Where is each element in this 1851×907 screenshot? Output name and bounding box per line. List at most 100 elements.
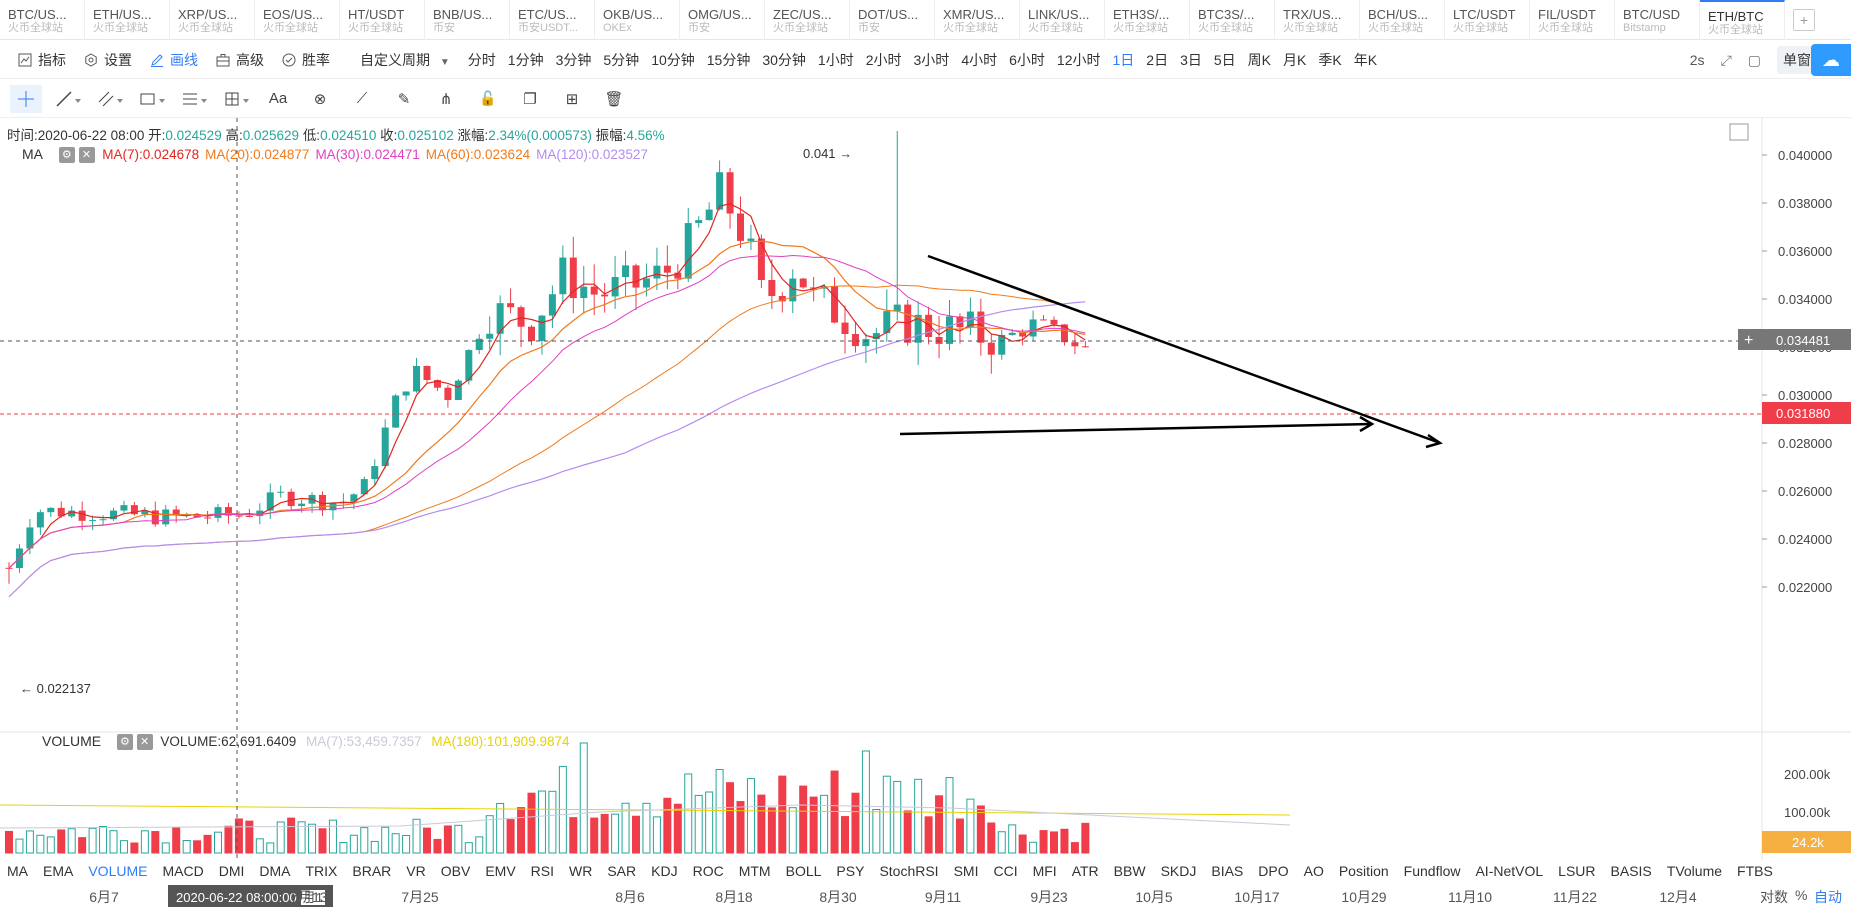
vol-settings-icon[interactable]: ⚙: [116, 734, 133, 751]
symbol-tab[interactable]: OKB/US... OKEx: [595, 0, 680, 40]
brush-tool[interactable]: ✎: [388, 85, 420, 113]
symbol-tab[interactable]: ETH/BTC 火币全球站: [1700, 0, 1785, 40]
period-option[interactable]: 5日: [1213, 51, 1236, 68]
symbol-tab[interactable]: BNB/US... 币安: [425, 0, 510, 40]
symbol-tab[interactable]: BTC/US... 火币全球站: [0, 0, 85, 40]
period-option[interactable]: 12小时: [1056, 51, 1101, 68]
refresh-interval[interactable]: 2s: [1689, 52, 1705, 68]
period-option[interactable]: 2日: [1146, 51, 1169, 68]
window-icon[interactable]: ▢: [1747, 51, 1761, 68]
symbol-tab[interactable]: OMG/US... 币安: [680, 0, 765, 40]
indicator-tab[interactable]: Position: [1338, 863, 1389, 879]
trend-line-tool[interactable]: [52, 85, 84, 113]
indicator-button[interactable]: 指标: [0, 50, 74, 70]
indicator-tab[interactable]: ROC: [692, 863, 724, 879]
indicator-tab[interactable]: MFI: [1032, 863, 1057, 879]
symbol-tab[interactable]: LTC/USDT 火币全球站: [1445, 0, 1530, 40]
indicator-tab[interactable]: BASIS: [1610, 863, 1652, 879]
period-option[interactable]: 15分钟: [706, 51, 751, 68]
indicator-tab[interactable]: MACD: [162, 863, 204, 879]
period-option[interactable]: 1分钟: [507, 51, 544, 68]
indicator-tab[interactable]: StochRSI: [879, 863, 939, 879]
indicator-tab[interactable]: SMI: [953, 863, 979, 879]
indicator-tab[interactable]: BOLL: [785, 863, 822, 879]
indicator-tab[interactable]: AI-NetVOL: [1475, 863, 1544, 879]
symbol-tab[interactable]: ETH/US... 火币全球站: [85, 0, 170, 40]
period-option[interactable]: 季K: [1318, 51, 1342, 68]
indicator-tab[interactable]: TVolume: [1666, 863, 1723, 879]
indicator-tab[interactable]: BRAR: [352, 863, 392, 879]
period-option[interactable]: 2小时: [865, 51, 902, 68]
indicator-tab[interactable]: LSUR: [1558, 863, 1596, 879]
symbol-tab[interactable]: ETC/US... 币安USDT...: [510, 0, 595, 40]
ruler-tool[interactable]: ⟋: [346, 85, 378, 113]
indicator-tab[interactable]: ATR: [1071, 863, 1099, 879]
indicator-tab[interactable]: EMA: [43, 863, 74, 879]
period-option[interactable]: 3日: [1180, 51, 1202, 68]
ma-settings-icon[interactable]: ⚙: [58, 147, 75, 164]
period-option[interactable]: 分时: [467, 51, 496, 68]
symbol-tab[interactable]: ZEC/US... 火币全球站: [765, 0, 850, 40]
indicator-tab[interactable]: DPO: [1258, 863, 1289, 879]
symbol-tab[interactable]: BCH/US... 火币全球站: [1360, 0, 1445, 40]
measure-tool[interactable]: [220, 85, 252, 113]
text-tool[interactable]: Aa: [262, 85, 294, 113]
period-option[interactable]: 10分钟: [651, 51, 695, 68]
symbol-tab[interactable]: FIL/USDT 火币全球站: [1530, 0, 1615, 40]
indicator-tab[interactable]: Fundflow: [1403, 863, 1461, 879]
indicator-tab[interactable]: BBW: [1113, 863, 1146, 879]
indicator-tab[interactable]: KDJ: [651, 863, 678, 879]
period-option[interactable]: 3小时: [913, 51, 950, 68]
fib-tool[interactable]: [178, 85, 210, 113]
period-option[interactable]: 1小时: [817, 51, 854, 68]
period-option[interactable]: 月K: [1283, 51, 1307, 68]
advanced-button[interactable]: 高级: [206, 50, 272, 70]
indicator-tab[interactable]: SKDJ: [1160, 863, 1197, 879]
symbol-tab[interactable]: DOT/US... 币安: [850, 0, 935, 40]
custom-period-dropdown[interactable]: 自定义周期 ▼: [338, 50, 454, 70]
indicator-tab[interactable]: BIAS: [1211, 863, 1244, 879]
auto-scale-button[interactable]: 自动: [1814, 889, 1842, 905]
symbol-tab[interactable]: ETH3S/... 火币全球站: [1105, 0, 1190, 40]
fullscreen-icon[interactable]: ⤢: [1720, 51, 1732, 68]
channel-tool[interactable]: [94, 85, 126, 113]
period-option[interactable]: 6小时: [1009, 51, 1045, 68]
percent-scale-button[interactable]: %: [1795, 887, 1808, 903]
indicator-tab[interactable]: WR: [569, 863, 593, 879]
symbol-tab[interactable]: HT/USDT 火币全球站: [340, 0, 425, 40]
period-option[interactable]: 1日: [1112, 51, 1135, 68]
vol-close-icon[interactable]: ✕: [136, 734, 153, 751]
add-tab-button[interactable]: +: [1793, 9, 1815, 31]
indicator-tab[interactable]: CCI: [993, 863, 1018, 879]
period-option[interactable]: 4小时: [961, 51, 998, 68]
indicator-tab[interactable]: AO: [1303, 863, 1324, 879]
symbol-tab[interactable]: BTC3S/... 火币全球站: [1190, 0, 1275, 40]
indicator-tab[interactable]: TRIX: [305, 863, 338, 879]
cloud-icon[interactable]: ☁: [1811, 44, 1851, 76]
symbol-tab[interactable]: BTC/USD Bitstamp: [1615, 0, 1700, 40]
indicator-tab[interactable]: RSI: [530, 863, 555, 879]
crosshair-tool[interactable]: [10, 84, 42, 113]
layers-tool[interactable]: ⊞: [556, 85, 588, 113]
symbol-tab[interactable]: XMR/US... 火币全球站: [935, 0, 1020, 40]
winrate-button[interactable]: 胜率: [272, 50, 338, 70]
symbol-tab[interactable]: LINK/US... 火币全球站: [1020, 0, 1105, 40]
candlestick-chart[interactable]: 0.0400000.0380000.0360000.0340000.032000…: [0, 118, 1851, 860]
period-option[interactable]: 3分钟: [555, 51, 592, 68]
settings-button[interactable]: 设置: [74, 50, 140, 70]
indicator-tab[interactable]: SAR: [607, 863, 637, 879]
lock-tool[interactable]: 🔓: [472, 85, 504, 113]
period-option[interactable]: 周K: [1247, 51, 1272, 68]
indicator-tab[interactable]: MA: [7, 863, 28, 879]
period-option[interactable]: 5分钟: [603, 51, 640, 68]
symbol-tab[interactable]: EOS/US... 火币全球站: [255, 0, 340, 40]
log-scale-button[interactable]: 对数: [1760, 889, 1788, 905]
indicator-tab[interactable]: DMI: [218, 863, 245, 879]
indicator-tab[interactable]: PSY: [836, 863, 865, 879]
period-option[interactable]: 30分钟: [762, 51, 806, 68]
pattern-tool[interactable]: ⊗: [304, 85, 336, 113]
magnet-tool[interactable]: ⋔: [430, 85, 462, 113]
ma-close-icon[interactable]: ✕: [78, 147, 95, 164]
indicator-tab[interactable]: DMA: [259, 863, 291, 879]
symbol-tab[interactable]: TRX/US... 火币全球站: [1275, 0, 1360, 40]
